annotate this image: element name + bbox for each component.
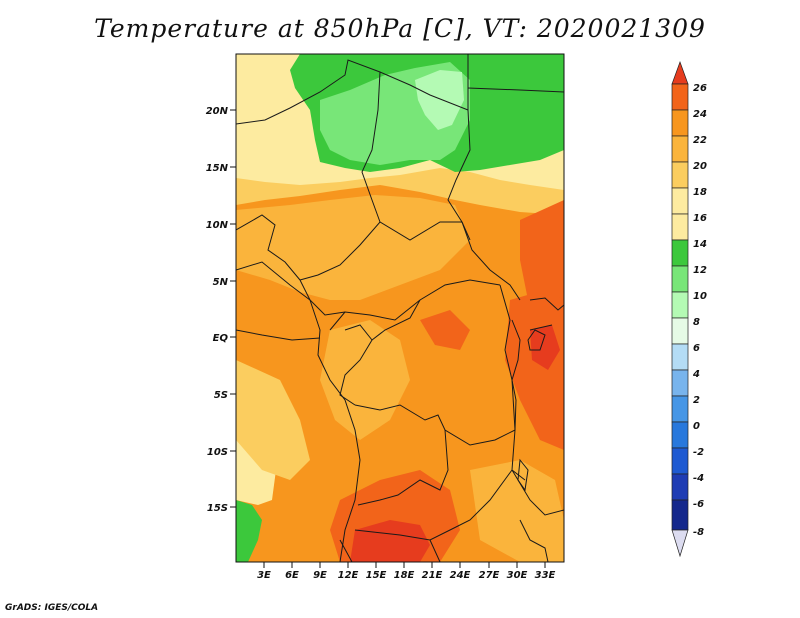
lat-label: 15N — [206, 163, 229, 174]
colorbar-label: 24 — [693, 109, 707, 120]
field-west-green — [236, 500, 262, 562]
field-sw-18 — [236, 360, 310, 480]
lat-axis: 20N 15N 10N 5N EQ 5S 10S 15S — [206, 106, 236, 514]
colorbar-label: 10 — [693, 291, 707, 302]
grads-credit: GrADS: IGES/COLA — [5, 603, 99, 613]
field-central-18-20-b — [320, 320, 410, 440]
colorbar-label: 18 — [693, 187, 707, 198]
colorbar-cell — [671, 161, 689, 189]
colorbar-label: 6 — [693, 343, 700, 354]
colorbar: 26 24 22 20 18 16 14 12 10 8 6 4 2 0 -2 … — [671, 60, 707, 558]
colorbar-cell — [671, 447, 689, 475]
colorbar-label: 2 — [693, 395, 700, 406]
lon-axis: 3E 6E 9E 12E 15E 18E 21E 24E 27E 30E 33E — [257, 562, 556, 581]
coastline-lakes — [236, 261, 546, 562]
colorbar-label: 20 — [693, 161, 707, 172]
country-borders — [236, 54, 564, 562]
field-lakes-24-26 — [530, 325, 560, 370]
colorbar-cell — [671, 213, 689, 241]
colorbar-cell — [671, 83, 689, 111]
colorbar-label: 16 — [693, 213, 707, 224]
colorbar-label: 12 — [693, 265, 707, 276]
lon-label: 24E — [450, 570, 471, 581]
colorbar-label: 4 — [692, 369, 700, 380]
colorbar-label: -8 — [693, 527, 704, 538]
colorbar-cell — [671, 395, 689, 423]
colorbar-cell — [671, 499, 689, 531]
map-title: Temperature at 850hPa [C], VT: 202002130… — [94, 14, 706, 43]
lon-label: 6E — [285, 570, 299, 581]
lon-label: 12E — [338, 570, 359, 581]
colorbar-label: 22 — [693, 135, 707, 146]
lat-label: 10S — [207, 447, 228, 458]
colorbar-cell-top-arrow — [671, 60, 689, 85]
lat-label: 20N — [206, 106, 229, 117]
colorbar-cell — [671, 369, 689, 397]
lon-label: 33E — [535, 570, 556, 581]
colorbar-label: -2 — [693, 447, 704, 458]
lon-label: 30E — [507, 570, 528, 581]
lat-label: 15S — [207, 503, 228, 514]
colorbar-cell — [671, 291, 689, 319]
colorbar-cell — [671, 135, 689, 163]
colorbar-cell — [671, 239, 689, 267]
colorbar-label: 8 — [693, 317, 700, 328]
colorbar-label: 0 — [693, 421, 700, 432]
field-east-18-20 — [470, 460, 564, 562]
field-central-22-24 — [420, 310, 470, 350]
lon-label: 18E — [394, 570, 415, 581]
colorbar-label: -4 — [693, 473, 704, 484]
lat-label: EQ — [213, 333, 229, 344]
colorbar-cell — [671, 109, 689, 137]
colorbar-cell — [671, 343, 689, 371]
lat-ticks — [230, 109, 236, 508]
lon-label: 3E — [257, 570, 271, 581]
colorbar-label: 14 — [693, 239, 707, 250]
map-frame — [235, 53, 565, 563]
lat-label: 5S — [214, 390, 228, 401]
field-east-22-24 — [520, 200, 564, 320]
lon-label: 9E — [313, 570, 327, 581]
lon-label: 21E — [422, 570, 443, 581]
lon-ticks — [263, 562, 546, 568]
colorbar-cell — [671, 473, 689, 501]
field-south-24-26 — [350, 520, 430, 562]
lon-label: 15E — [366, 570, 387, 581]
colorbar-cell-bottom-arrow — [671, 529, 689, 558]
colorbar-cells — [671, 60, 689, 558]
colorbar-label: -6 — [693, 499, 704, 510]
colorbar-cell — [671, 265, 689, 293]
lon-label: 27E — [479, 570, 500, 581]
temperature-field — [236, 54, 564, 562]
colorbar-cell — [671, 317, 689, 345]
colorbar-cell — [671, 187, 689, 215]
colorbar-label: 26 — [693, 83, 707, 94]
field-north-8-10 — [415, 70, 464, 130]
lat-label: 5N — [213, 277, 229, 288]
lat-label: 10N — [206, 220, 229, 231]
colorbar-cell — [671, 421, 689, 449]
